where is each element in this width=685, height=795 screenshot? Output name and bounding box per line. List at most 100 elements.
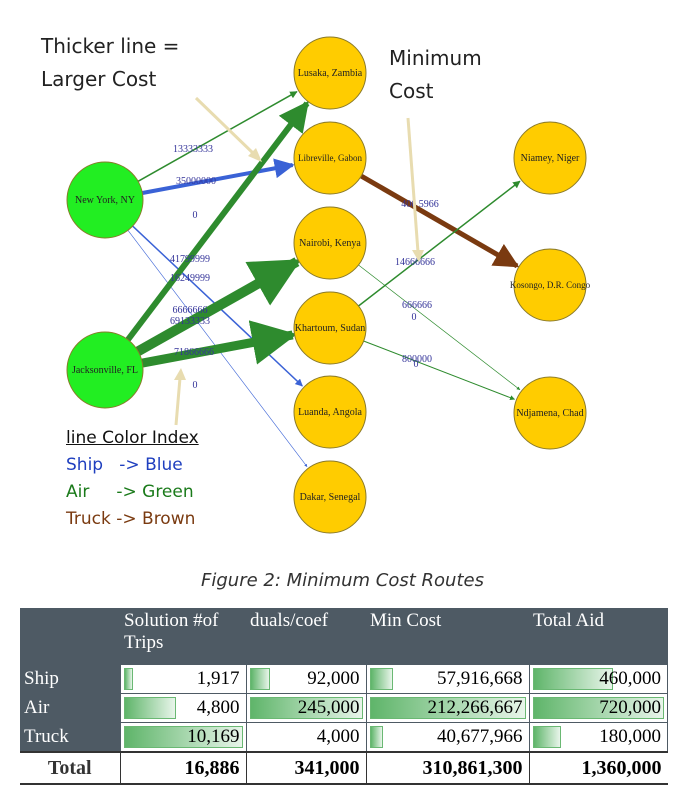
- node-circle: [293, 206, 367, 280]
- table-row: Truck 10,169 4,000 40,677,966 180,000: [20, 722, 668, 753]
- node-nairobi: Nairobi, Kenya: [293, 206, 367, 280]
- edge-label: 0: [414, 359, 419, 370]
- data-bar: [369, 726, 383, 748]
- cell-value: 4,000: [316, 726, 360, 747]
- cell-total-aid: 720,000: [528, 693, 668, 723]
- route-network-diagram: 13333333 35000000 0 41799999 16249999 666666 6…: [66, 36, 591, 534]
- edge-label: 0: [193, 380, 198, 391]
- node-niamey: Niamey, Niger: [513, 121, 587, 195]
- edge-air-jax-nairobi: [135, 257, 302, 356]
- node-label: New York, NY: [75, 195, 135, 206]
- data-bar: [532, 668, 614, 690]
- edge-label: 35000000: [176, 176, 216, 187]
- legend-ship: Ship -> Blue: [66, 455, 183, 475]
- table-body: Ship 1,917 92,000 57,916,668 460,000 Air 4,800…: [20, 664, 668, 753]
- edge-label: 13333333: [173, 144, 213, 155]
- edge-air-khartoum-ndjamena: [363, 340, 516, 401]
- edge-label: 71866666: [174, 347, 214, 358]
- node-label: Lusaka, Zambia: [298, 68, 363, 79]
- cell-value: 4,800: [196, 697, 240, 718]
- table-total-row: Total 16,886 341,000 310,861,300 1,360,0…: [20, 751, 668, 785]
- edge-label: 16249999: [170, 273, 210, 284]
- figure-caption: Figure 2: Minimum Cost Routes: [201, 570, 484, 591]
- table-header-corner: [20, 608, 120, 665]
- data-bar: [369, 697, 526, 719]
- node-label: Luanda, Angola: [298, 407, 362, 418]
- node-lusaka: Lusaka, Zambia: [293, 36, 367, 110]
- edge-label: 41799999: [170, 254, 210, 265]
- legend-pointer-head: [174, 368, 186, 380]
- edge-air-nairobi-ndjamena: [358, 264, 521, 391]
- node-kosongo: Kosongo, D.R. Congo: [510, 248, 591, 322]
- node-circle: [293, 460, 367, 534]
- node-circle: [66, 161, 144, 239]
- node-label: Jacksonville, FL: [72, 365, 138, 376]
- node-luanda: Luanda, Angola: [293, 375, 367, 449]
- legend-pointer-arrow: [174, 377, 182, 426]
- data-bar: [532, 697, 664, 719]
- edge-label: 0: [412, 312, 417, 323]
- data-bar: [123, 726, 243, 748]
- cell-total-aid: 180,000: [528, 722, 668, 753]
- node-circle: [293, 36, 367, 110]
- cell-value: 10,169: [187, 726, 240, 747]
- cell-min-cost: 57,916,668: [365, 664, 530, 694]
- table-header-duals: duals/coef: [246, 608, 366, 665]
- edge-label: 69133333: [170, 316, 210, 327]
- cell-duals: 92,000: [245, 664, 367, 694]
- minimum-cost-pointer-head: [412, 250, 424, 262]
- cost-summary-table: Solution #of Trips duals/coef Min Cost T…: [20, 608, 668, 785]
- row-label: Air: [20, 693, 120, 723]
- node-khartoum: Khartoum, Sudan: [293, 291, 367, 365]
- cell-value: 720,000: [599, 697, 661, 718]
- node-circle: [66, 331, 144, 409]
- thicker-line-annotation: Thicker line = Larger Cost: [41, 30, 179, 96]
- cell-value: 1,917: [196, 668, 240, 689]
- cell-total-aid: 460,000: [528, 664, 668, 694]
- thicker-line-annotation-line-2: Larger Cost: [41, 67, 157, 91]
- node-circle: [293, 291, 367, 365]
- cell-min-cost: 212,266,667: [365, 693, 530, 723]
- node-circle: [513, 248, 587, 322]
- cell-value: 212,266,667: [427, 697, 523, 718]
- legend-title: line Color Index: [66, 428, 199, 448]
- cell-trips: 1,917: [119, 664, 247, 694]
- edge-label: 800000: [402, 354, 432, 365]
- row-label: Truck: [20, 722, 120, 752]
- thicker-line-pointer-arrow: [194, 96, 257, 157]
- node-label: Libreville, Gabon: [298, 153, 362, 163]
- node-circle: [513, 121, 587, 195]
- minimum-cost-pointer-arrow: [406, 117, 420, 253]
- cell-value: 245,000: [297, 697, 360, 718]
- cell-value: 180,000: [599, 726, 661, 747]
- node-ny: New York, NY: [66, 161, 144, 239]
- table-header-trips: Solution #of Trips: [120, 608, 246, 665]
- thicker-line-annotation-line-1: Thicker line =: [41, 34, 180, 58]
- node-label: Niamey, Niger: [521, 153, 580, 164]
- node-circle: [513, 376, 587, 450]
- data-bar: [249, 697, 363, 719]
- legend-truck: Truck -> Brown: [66, 509, 196, 529]
- edge-label: 666666: [402, 300, 432, 311]
- minimum-cost-annotation-line-2: Cost: [389, 79, 434, 103]
- row-label: Ship: [20, 664, 120, 694]
- minimum-cost-annotation: Minimum Cost: [389, 42, 482, 108]
- node-libreville: Libreville, Gabon: [293, 121, 367, 195]
- table-header-total-aid: Total Aid: [529, 608, 668, 665]
- data-bar: [369, 668, 393, 690]
- cell-trips: 10,169: [119, 722, 247, 753]
- thicker-line-pointer-head: [248, 148, 262, 162]
- minimum-cost-annotation-line-1: Minimum: [389, 46, 482, 70]
- edge-truck-libreville-kosongo: [359, 173, 520, 269]
- edge-ship-ny-libreville: [141, 158, 295, 195]
- line-color-legend: line Color Index Ship -> Blue Air -> Gre…: [66, 425, 199, 533]
- data-bar: [123, 697, 177, 719]
- node-ndjamena: Ndjamena, Chad: [513, 376, 587, 450]
- table-row: Air 4,800 245,000 212,266,667 720,000: [20, 693, 668, 723]
- cell-trips: 4,800: [119, 693, 247, 723]
- node-circle: [293, 121, 367, 195]
- edge-air-jax-khartoum: [141, 320, 298, 368]
- edge-labels-layer: 13333333 35000000 0 41799999 16249999 666666 6…: [170, 144, 439, 391]
- legend-air: Air -> Green: [66, 482, 194, 502]
- node-jax: Jacksonville, FL: [66, 331, 144, 409]
